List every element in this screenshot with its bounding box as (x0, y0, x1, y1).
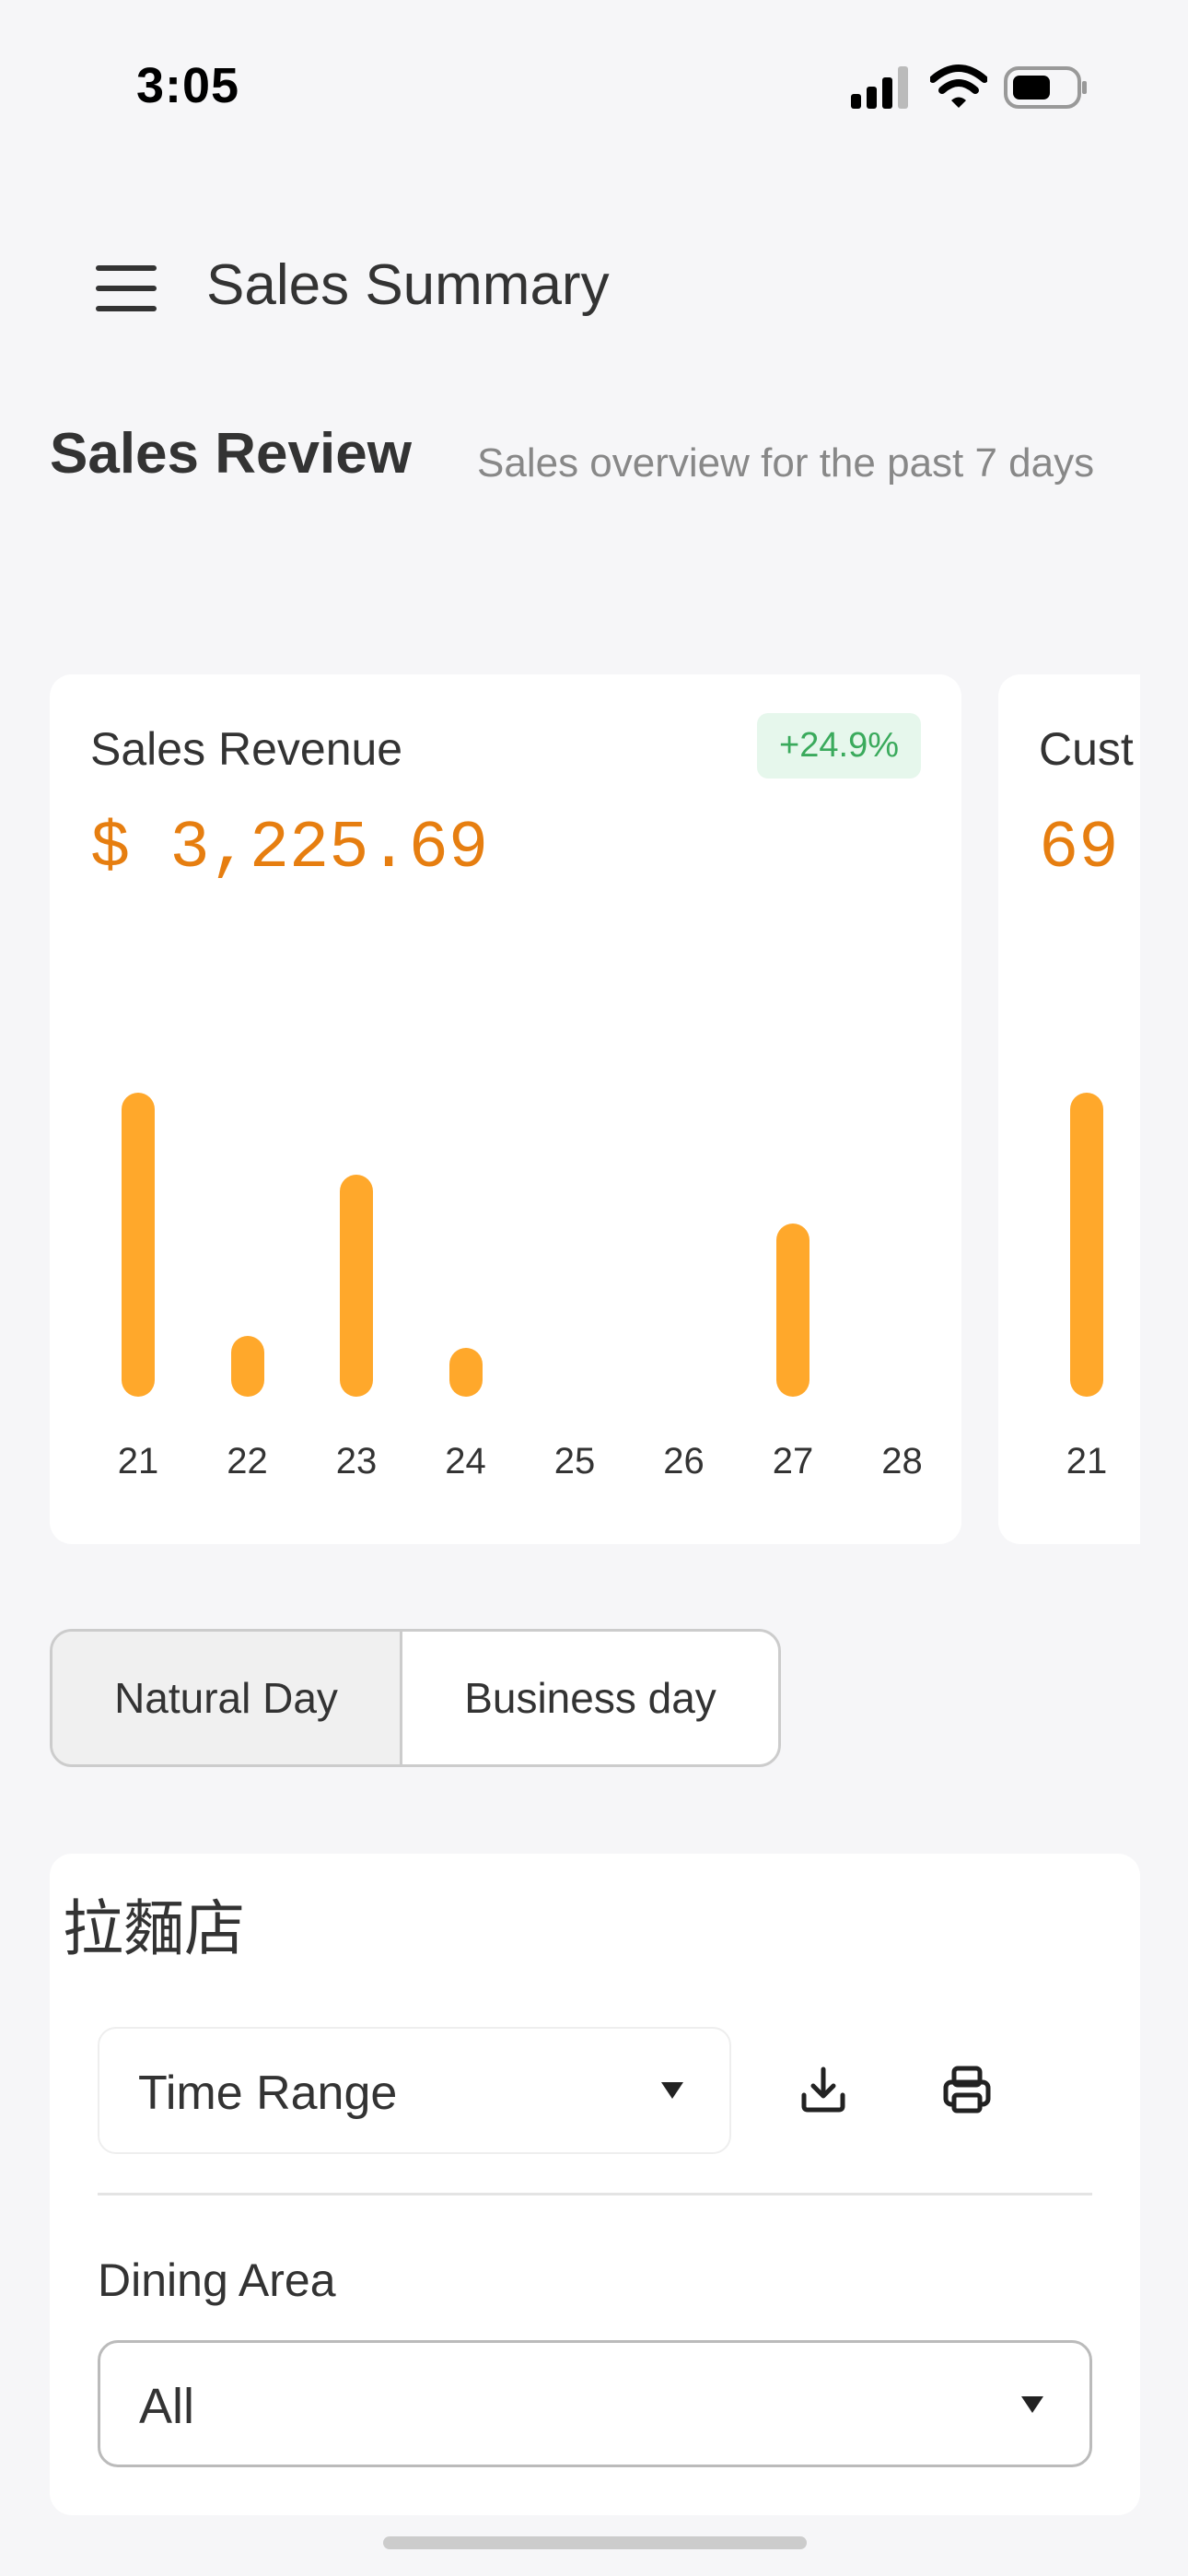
chevron-down-icon (661, 2082, 683, 2099)
chart-bar (776, 1223, 809, 1397)
battery-icon (1004, 66, 1087, 109)
time-range-label: Time Range (138, 2067, 398, 2120)
business-day-option[interactable]: Business day (402, 1632, 778, 1764)
x-axis-tick-label: 21 (117, 1441, 159, 1481)
app-header: Sales Summary (0, 221, 1188, 350)
dining-area-label: Dining Area (98, 2254, 336, 2306)
section-subtitle: Sales overview for the past 7 days (477, 440, 1095, 486)
card-title: Cust (1039, 723, 1134, 775)
x-axis-tick-label: 28 (881, 1441, 923, 1481)
day-type-toggle: Natural Day Business day (50, 1629, 781, 1767)
natural-day-option[interactable]: Natural Day (52, 1632, 402, 1764)
time-range-select[interactable]: Time Range (98, 2027, 731, 2154)
cellular-signal-icon (851, 66, 908, 109)
store-panel: 拉麵店 Time Range Dining Area All (50, 1854, 1140, 2515)
x-axis-tick-label: 23 (335, 1441, 378, 1481)
change-badge: +24.9% (757, 713, 921, 779)
store-name: 拉麵店 (63, 1894, 245, 1962)
wifi-icon (930, 64, 987, 108)
x-axis-tick-label: 21 (1066, 1441, 1108, 1481)
section-title: Sales Review (50, 422, 412, 486)
card-value: $ 3,225.69 (90, 811, 489, 886)
x-axis-tick-label: 25 (553, 1441, 596, 1481)
page-title: Sales Summary (206, 253, 610, 317)
chart-bar (340, 1175, 373, 1397)
status-time: 3:05 (136, 58, 240, 113)
dining-area-value: All (139, 2379, 195, 2434)
chart-bar (1070, 1093, 1103, 1397)
x-axis-tick-label: 24 (445, 1441, 486, 1481)
dining-area-select[interactable]: All (98, 2340, 1092, 2467)
x-axis-tick-label: 22 (227, 1441, 268, 1481)
chevron-down-icon (1021, 2396, 1043, 2413)
print-icon[interactable] (941, 2064, 993, 2115)
download-icon[interactable] (798, 2064, 849, 2115)
card-title: Sales Revenue (90, 723, 403, 775)
x-axis-tick-label: 27 (772, 1441, 814, 1481)
sales-revenue-card[interactable]: Sales Revenue +24.9% $ 3,225.69 21 22 23 24… (50, 674, 961, 1544)
hamburger-menu-icon[interactable] (96, 265, 157, 311)
card-value: 69 (1039, 811, 1119, 886)
status-bar: 3:05 (0, 0, 1188, 175)
home-indicator (383, 2536, 807, 2549)
x-axis-tick-label: 26 (663, 1441, 705, 1481)
customers-card[interactable]: Cust 69 21 (998, 674, 1140, 1544)
chart-bar (230, 1336, 264, 1397)
chart-bar (122, 1093, 155, 1397)
divider (98, 2193, 1092, 2195)
chart-bar (448, 1348, 483, 1397)
